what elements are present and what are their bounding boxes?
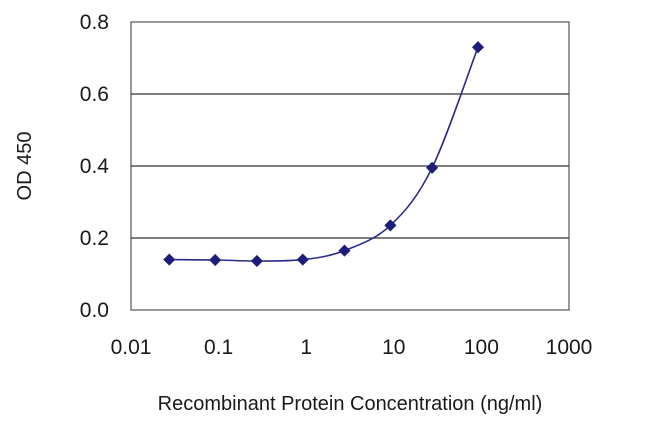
data-point-marker [250,254,263,268]
x-axis-title: Recombinant Protein Concentration (ng/ml… [158,393,543,415]
x-tick-label: 0.1 [204,336,233,359]
y-axis-title: OD 450 [14,132,36,201]
y-tick-label: 0.8 [80,11,109,34]
x-axis-ticks: 0.01 0.1 1 10 100 1000 [111,336,593,359]
data-point-marker [209,253,222,267]
data-markers [163,41,485,268]
x-tick-label: 100 [464,336,499,359]
x-tick-label: 10 [382,336,405,359]
data-point-marker [296,253,309,266]
data-point-marker [426,161,439,174]
data-point-marker [384,219,397,232]
gridlines [131,93,569,239]
data-point-marker [338,244,351,257]
data-point-marker [471,41,485,54]
y-tick-label: 0.0 [80,299,109,322]
y-tick-label: 0.4 [80,155,110,178]
y-tick-label: 0.2 [80,227,109,250]
x-tick-label: 1 [300,336,312,359]
x-tick-label: 1000 [546,336,593,359]
fit-curve [169,46,479,262]
y-axis-ticks: 0.0 0.2 0.4 0.6 0.8 [80,11,110,322]
x-tick-label: 0.01 [111,336,152,359]
y-tick-label: 0.6 [80,83,109,106]
data-point-marker [163,253,176,266]
